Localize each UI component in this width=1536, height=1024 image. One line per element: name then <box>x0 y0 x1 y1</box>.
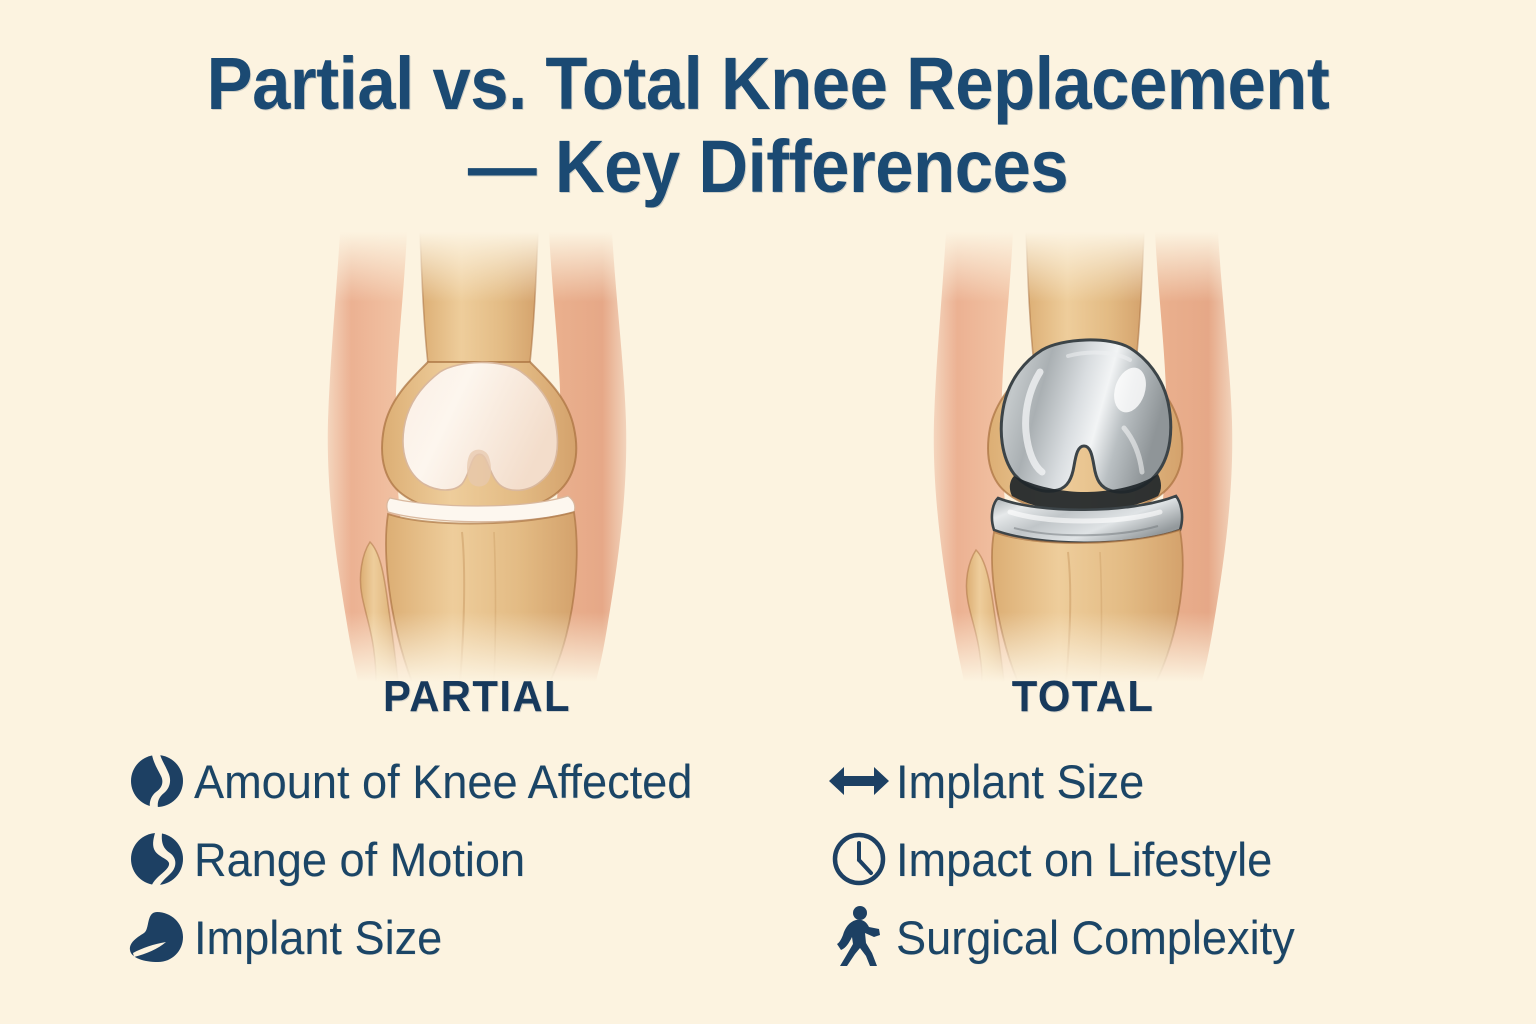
list-item: Range of Motion <box>120 820 810 898</box>
feature-label: Range of Motion <box>194 832 526 886</box>
knee-joint-icon <box>120 750 194 812</box>
range-of-motion-icon <box>120 828 194 890</box>
title-line-2: — Key Differences <box>467 124 1069 208</box>
column-heading-total: TOTAL <box>1011 672 1155 721</box>
double-arrow-icon <box>822 750 896 812</box>
partial-knee-anatomy-illustration <box>312 232 642 682</box>
clock-icon <box>822 828 896 890</box>
feature-list-partial: Amount of Knee Affected Range of Motion … <box>120 742 810 976</box>
column-heading-partial: PARTIAL <box>382 672 571 721</box>
feature-label: Implant Size <box>194 910 443 964</box>
feature-label: Implant Size <box>896 754 1145 808</box>
list-item: Impact on Lifestyle <box>822 820 1512 898</box>
list-item: Implant Size <box>120 898 810 976</box>
implant-shape-icon <box>120 906 194 968</box>
feature-list-total: Implant Size Impact on Lifestyle Surgica… <box>822 742 1512 976</box>
page-title: Partial vs. Total Knee Replacement — Key… <box>0 42 1536 208</box>
list-item: Amount of Knee Affected <box>120 742 810 820</box>
feature-label: Amount of Knee Affected <box>194 754 693 808</box>
list-item: Implant Size <box>822 742 1512 820</box>
list-item: Surgical Complexity <box>822 898 1512 976</box>
walking-person-icon <box>822 906 896 968</box>
total-knee-implant-illustration <box>918 232 1248 682</box>
feature-label: Surgical Complexity <box>896 910 1295 964</box>
feature-label: Impact on Lifestyle <box>896 832 1273 886</box>
title-line-1: Partial vs. Total Knee Replacement <box>206 42 1330 125</box>
